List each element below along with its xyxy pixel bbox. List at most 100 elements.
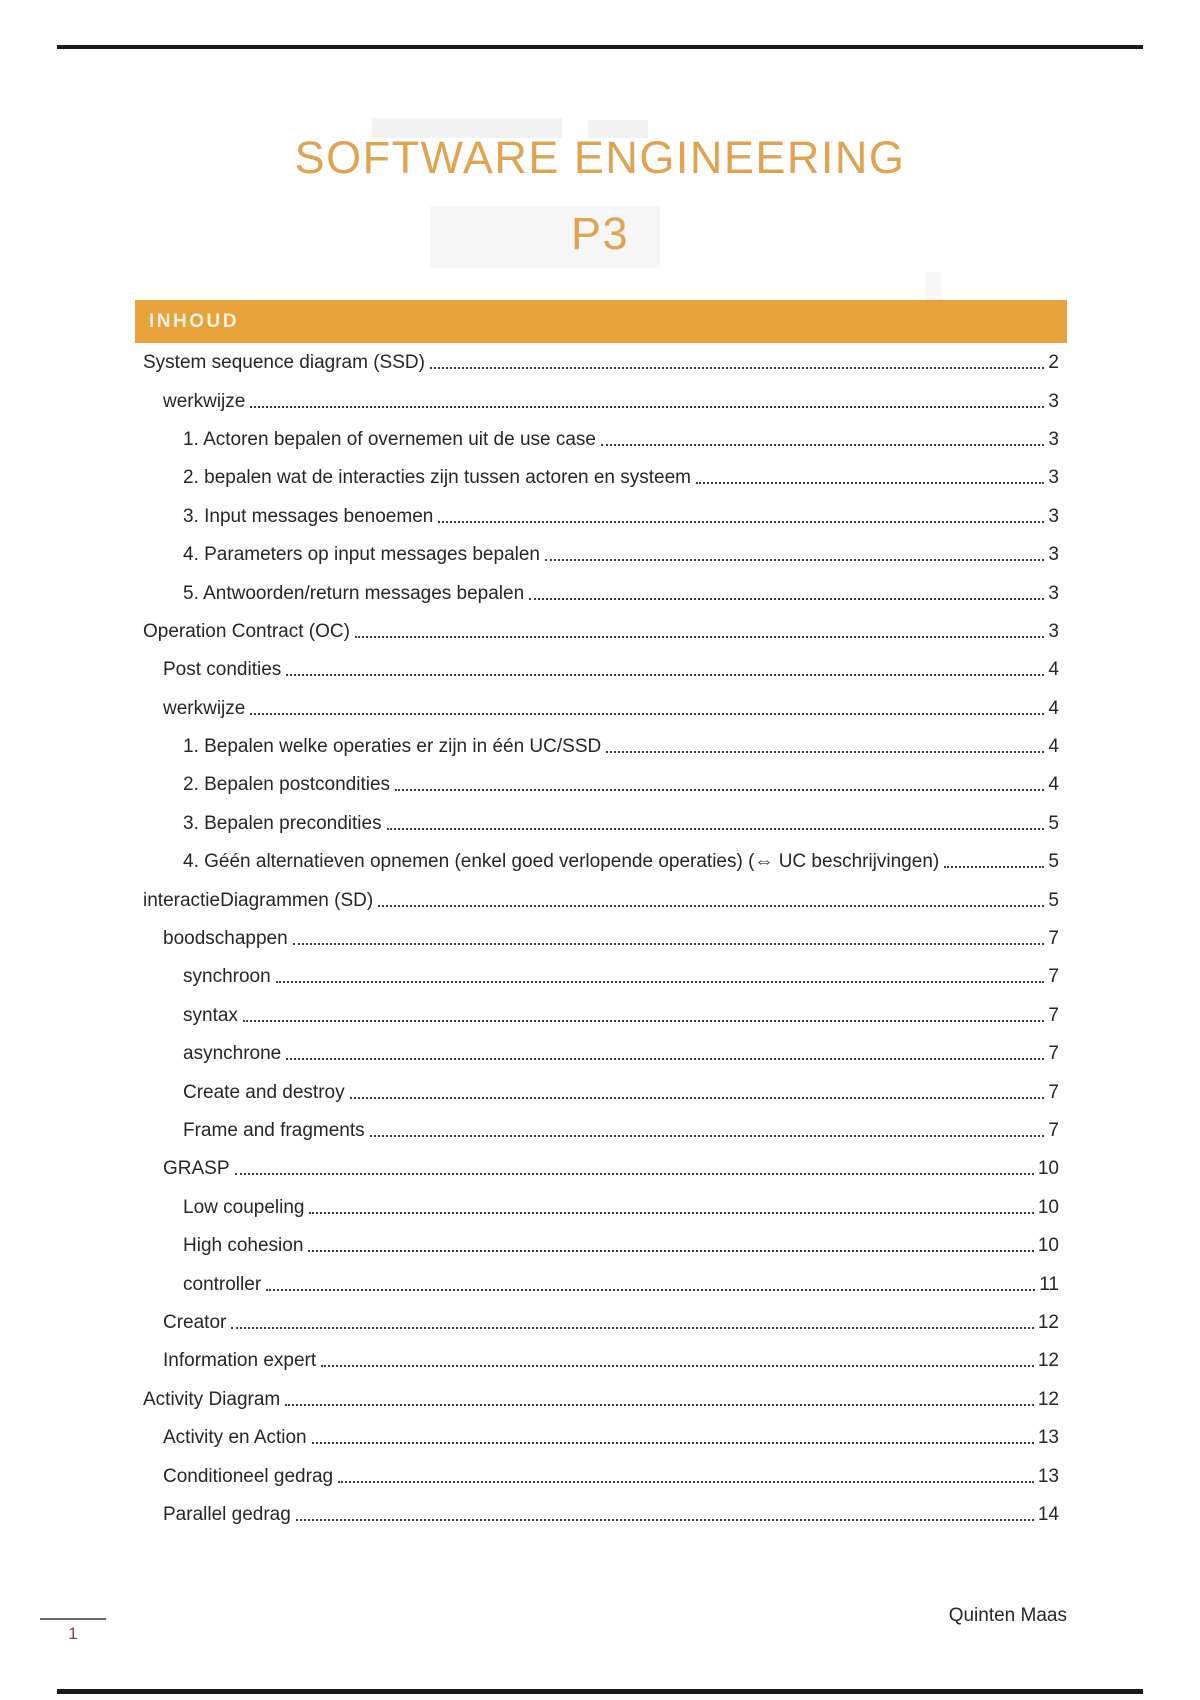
toc-dot-leader — [386, 827, 1045, 830]
toc-entry-page: 10 — [1037, 1158, 1059, 1180]
toc-dot-leader — [266, 1288, 1036, 1291]
toc-entry-page: 5 — [1048, 889, 1059, 911]
toc-dot-leader — [354, 635, 1045, 638]
toc-entry-page: 3 — [1048, 582, 1059, 604]
toc-entry-label: GRASP — [163, 1158, 230, 1180]
toc-entry-page: 7 — [1048, 1081, 1059, 1103]
top-page-rule — [57, 45, 1143, 49]
toc-dot-leader — [234, 1173, 1034, 1176]
toc-entry-label: 2. Bepalen postcondities — [183, 774, 391, 796]
toc-dot-leader — [285, 1403, 1034, 1406]
toc-entry-label: Conditioneel gedrag — [163, 1465, 334, 1487]
toc-entry-row: 1. Actoren bepalen of overnemen uit de u… — [143, 421, 1067, 459]
toc-entry-row: controller 11 — [143, 1265, 1067, 1303]
toc-entry-row: synchroon 7 — [143, 958, 1067, 996]
toc-entry-row: interactieDiagrammen (SD) 5 — [143, 881, 1067, 919]
toc-entry-label: Activity en Action — [163, 1427, 307, 1449]
document-title: SOFTWARE ENGINEERING — [294, 132, 906, 183]
toc-entry-row: 3. Bepalen precondities 5 — [143, 805, 1067, 843]
toc-entry-label: 4. Géén alternatieven opnemen (enkel goe… — [183, 851, 940, 873]
toc-dot-leader — [944, 866, 1045, 869]
toc-dot-leader — [231, 1326, 1034, 1329]
toc-entry-label: werkwijze — [163, 697, 246, 719]
toc-entry-label: High cohesion — [183, 1235, 304, 1257]
toc-entry-row: 4. Géén alternatieven opnemen (enkel goe… — [143, 843, 1067, 881]
toc-dot-leader — [250, 405, 1045, 408]
toc-list: System sequence diagram (SSD) 2 werkwijz… — [143, 344, 1067, 1534]
toc-entry-page: 3 — [1048, 544, 1059, 566]
toc-entry-page: 4 — [1048, 774, 1059, 796]
toc-entry-page: 3 — [1048, 428, 1059, 450]
toc-entry-label: 4. Parameters op input messages bepalen — [183, 544, 540, 566]
toc-entry-page: 12 — [1037, 1350, 1059, 1372]
toc-entry-page: 7 — [1048, 928, 1059, 950]
toc-dot-leader — [438, 520, 1045, 523]
toc-entry-label: Create and destroy — [183, 1081, 345, 1103]
toc-entry-page: 7 — [1048, 966, 1059, 988]
toc-entry-row: Low coupeling 10 — [143, 1189, 1067, 1227]
scan-artifact — [430, 206, 660, 268]
toc-entry-page: 3 — [1048, 620, 1059, 642]
toc-dot-leader — [286, 674, 1045, 677]
toc-entry-row: Creator 12 — [143, 1304, 1067, 1342]
toc-entry-label: Frame and fragments — [183, 1120, 365, 1141]
toc-dot-leader — [601, 443, 1045, 446]
toc-entry-page: 12 — [1037, 1388, 1059, 1410]
toc-dot-leader — [295, 1518, 1034, 1521]
toc-entry-label: interactieDiagrammen (SD) — [143, 889, 374, 911]
scan-artifact — [588, 120, 648, 138]
toc-dot-leader — [275, 981, 1045, 984]
footer-page-number-block: 1 — [40, 1618, 106, 1644]
toc-dot-leader — [292, 943, 1045, 946]
toc-entry-page: 7 — [1048, 1004, 1059, 1026]
toc-entry-row: werkwijze 4 — [143, 690, 1067, 728]
toc-entry-page: 14 — [1037, 1503, 1059, 1525]
toc-entry-row: 2. Bepalen postcondities 4 — [143, 766, 1067, 804]
toc-entry-row: 2. bepalen wat de interacties zijn tusse… — [143, 459, 1067, 497]
toc-dot-leader — [308, 1250, 1034, 1253]
toc-entry-page: 4 — [1048, 697, 1059, 719]
toc-heading-label: INHOUD — [149, 310, 239, 332]
toc-dot-leader — [321, 1365, 1034, 1368]
toc-dot-leader — [696, 482, 1045, 485]
toc-entry-page: 7 — [1048, 1120, 1059, 1141]
toc-entry-label: 3. Input messages benoemen — [183, 505, 434, 527]
toc-dot-leader — [429, 367, 1045, 370]
toc-entry-label: synchroon — [183, 966, 271, 988]
toc-entry-row: Parallel gedrag 14 — [143, 1496, 1067, 1534]
toc-entry-row: Frame and fragments 7 — [143, 1112, 1067, 1150]
toc-entry-label: syntax — [183, 1004, 238, 1026]
toc-dot-leader — [529, 597, 1045, 600]
toc-entry-page: 10 — [1037, 1235, 1059, 1257]
toc-entry-label: System sequence diagram (SSD) — [143, 352, 425, 374]
toc-entry-label: Low coupeling — [183, 1196, 305, 1218]
toc-entry-row: boodschappen 7 — [143, 920, 1067, 958]
document-subtitle: P3 — [570, 208, 630, 259]
toc-entry-label: 5. Antwoorden/return messages bepalen — [183, 582, 525, 604]
footer-author: Quinten Maas — [948, 1605, 1067, 1626]
toc-entry-row: Operation Contract (OC) 3 — [143, 613, 1067, 651]
toc-entry-row: Information expert 12 — [143, 1342, 1067, 1380]
toc-entry-row: Post condities 4 — [143, 651, 1067, 689]
toc-entry-label: Activity Diagram — [143, 1388, 281, 1410]
toc-entry-label: 3. Bepalen precondities — [183, 812, 382, 834]
footer-page-number-rule — [40, 1618, 106, 1620]
toc-entry-label: asynchrone — [183, 1043, 282, 1065]
toc-dot-leader — [309, 1211, 1034, 1214]
toc-entry-label: Parallel gedrag — [163, 1503, 291, 1525]
toc-entry-row: Conditioneel gedrag 13 — [143, 1457, 1067, 1495]
bottom-page-rule — [57, 1689, 1143, 1694]
toc-entry-label: 1. Bepalen welke operaties er zijn in éé… — [183, 736, 602, 758]
toc-entry-row: System sequence diagram (SSD) 2 — [143, 344, 1067, 382]
toc-dot-leader — [369, 1135, 1045, 1137]
toc-dot-leader — [545, 559, 1045, 562]
toc-entry-page: 5 — [1048, 851, 1059, 873]
toc-dot-leader — [338, 1480, 1034, 1483]
toc-dot-leader — [242, 1019, 1045, 1022]
toc-entry-page: 4 — [1048, 736, 1059, 758]
toc-entry-page: 11 — [1039, 1273, 1059, 1295]
toc-entry-row: werkwijze 3 — [143, 382, 1067, 420]
toc-entry-row: Create and destroy 7 — [143, 1073, 1067, 1111]
toc-entry-label: 2. bepalen wat de interacties zijn tusse… — [183, 467, 692, 489]
